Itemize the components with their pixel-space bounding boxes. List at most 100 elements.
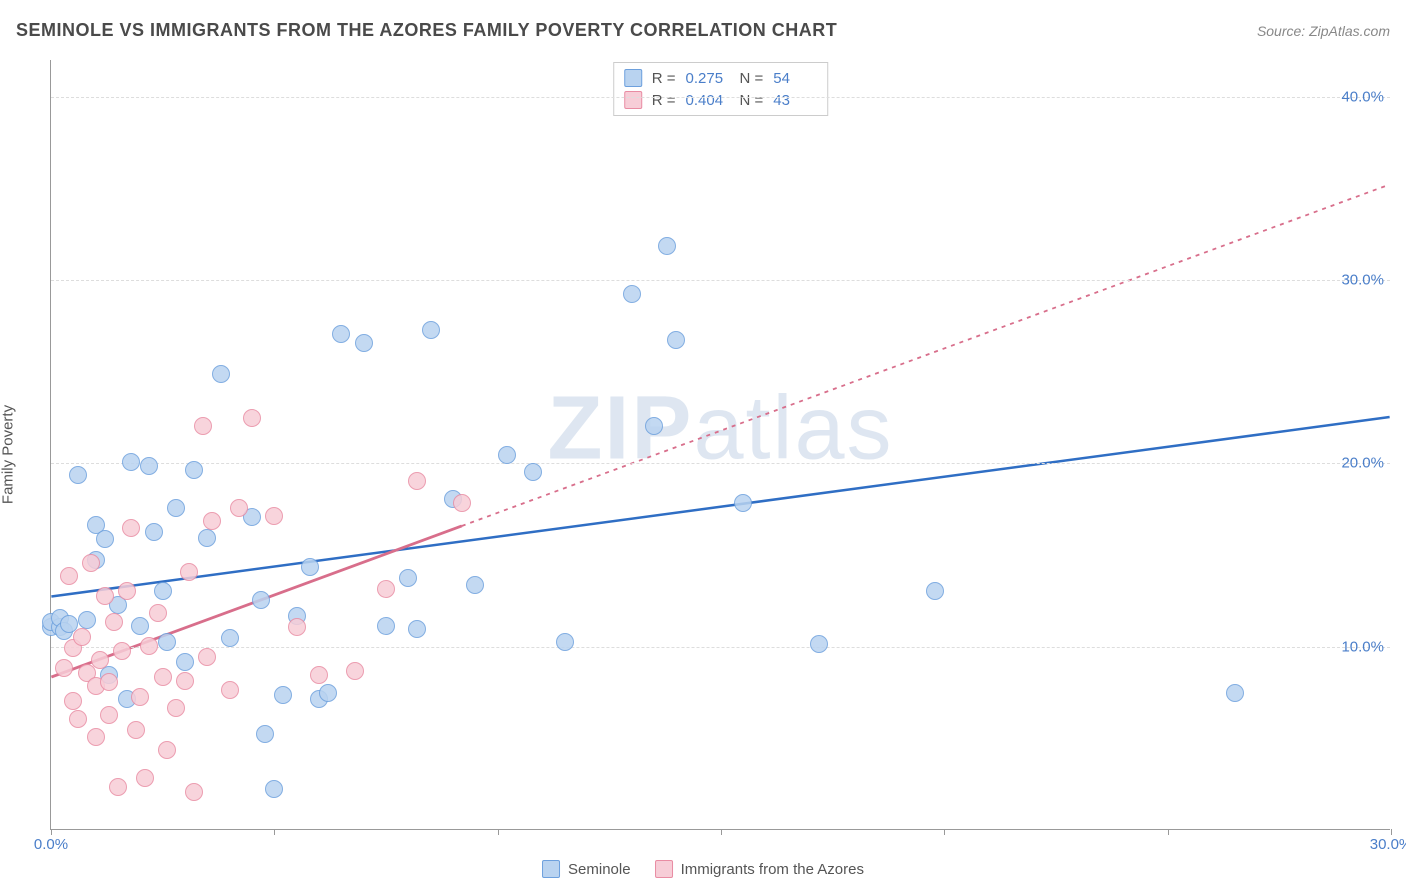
scatter-point-azores — [100, 673, 118, 691]
legend-swatch-icon — [542, 860, 560, 878]
scatter-point-azores — [96, 587, 114, 605]
scatter-point-azores — [167, 699, 185, 717]
scatter-point-seminole — [158, 633, 176, 651]
stats-legend-row-azores: R =0.404N =43 — [624, 89, 818, 111]
scatter-point-azores — [377, 580, 395, 598]
scatter-point-seminole — [1226, 684, 1244, 702]
scatter-point-azores — [100, 706, 118, 724]
scatter-point-seminole — [274, 686, 292, 704]
scatter-point-azores — [198, 648, 216, 666]
legend-swatch-icon — [655, 860, 673, 878]
scatter-point-azores — [127, 721, 145, 739]
scatter-point-azores — [113, 642, 131, 660]
scatter-point-seminole — [926, 582, 944, 600]
scatter-point-azores — [180, 563, 198, 581]
scatter-point-azores — [73, 628, 91, 646]
scatter-point-seminole — [176, 653, 194, 671]
scatter-point-seminole — [252, 591, 270, 609]
source-label: Source: ZipAtlas.com — [1257, 23, 1390, 39]
scatter-point-seminole — [198, 529, 216, 547]
stats-legend-row-seminole: R = 0.275 N = 54 — [624, 67, 818, 89]
scatter-point-azores — [310, 666, 328, 684]
scatter-point-azores — [87, 728, 105, 746]
scatter-point-seminole — [319, 684, 337, 702]
n-label: N = — [740, 92, 764, 109]
scatter-point-seminole — [332, 325, 350, 343]
scatter-point-azores — [265, 507, 283, 525]
n-value: 54 — [773, 70, 817, 87]
scatter-point-seminole — [422, 321, 440, 339]
scatter-point-azores — [122, 519, 140, 537]
x-tick-mark — [1391, 829, 1392, 835]
y-tick-label: 30.0% — [1341, 272, 1384, 289]
scatter-point-azores — [158, 741, 176, 759]
title-bar: SEMINOLE VS IMMIGRANTS FROM THE AZORES F… — [16, 20, 1390, 41]
scatter-point-seminole — [524, 463, 542, 481]
scatter-point-azores — [82, 554, 100, 572]
scatter-point-azores — [194, 417, 212, 435]
scatter-point-seminole — [355, 334, 373, 352]
x-tick-label: 30.0% — [1370, 836, 1406, 853]
scatter-point-seminole — [69, 466, 87, 484]
scatter-point-azores — [185, 783, 203, 801]
r-label: R = — [652, 70, 676, 87]
scatter-point-azores — [131, 688, 149, 706]
scatter-point-seminole — [498, 446, 516, 464]
r-value: 0.404 — [686, 92, 730, 109]
legend-swatch-icon — [624, 69, 642, 87]
scatter-point-azores — [154, 668, 172, 686]
y-tick-label: 10.0% — [1341, 638, 1384, 655]
scatter-point-azores — [176, 672, 194, 690]
r-value: 0.275 — [686, 70, 730, 87]
scatter-point-azores — [149, 604, 167, 622]
scatter-point-seminole — [301, 558, 319, 576]
scatter-point-seminole — [256, 725, 274, 743]
scatter-point-seminole — [131, 617, 149, 635]
n-label: N = — [740, 70, 764, 87]
scatter-point-seminole — [154, 582, 172, 600]
scatter-point-seminole — [185, 461, 203, 479]
scatter-point-azores — [346, 662, 364, 680]
scatter-point-seminole — [265, 780, 283, 798]
gridline-h — [51, 280, 1390, 281]
scatter-point-azores — [136, 769, 154, 787]
scatter-point-azores — [453, 494, 471, 512]
y-tick-label: 20.0% — [1341, 455, 1384, 472]
scatter-point-azores — [60, 567, 78, 585]
scatter-point-azores — [140, 637, 158, 655]
x-tick-mark — [274, 829, 275, 835]
y-axis-label: Family Poverty — [0, 405, 17, 504]
scatter-point-seminole — [167, 499, 185, 517]
scatter-point-seminole — [212, 365, 230, 383]
x-tick-mark — [498, 829, 499, 835]
scatter-point-seminole — [667, 331, 685, 349]
gridline-h — [51, 97, 1390, 98]
scatter-point-seminole — [145, 523, 163, 541]
x-tick-label: 0.0% — [34, 836, 68, 853]
series-legend: Seminole Immigrants from the Azores — [536, 858, 870, 880]
x-tick-mark — [1168, 829, 1169, 835]
scatter-point-seminole — [96, 530, 114, 548]
scatter-point-azores — [64, 692, 82, 710]
watermark: ZIPatlas — [547, 378, 893, 481]
x-tick-mark — [944, 829, 945, 835]
scatter-point-seminole — [658, 237, 676, 255]
scatter-point-azores — [408, 472, 426, 490]
legend-item-seminole: Seminole — [542, 860, 631, 878]
chart-title: SEMINOLE VS IMMIGRANTS FROM THE AZORES F… — [16, 20, 837, 41]
scatter-point-seminole — [140, 457, 158, 475]
scatter-point-azores — [55, 659, 73, 677]
scatter-point-azores — [105, 613, 123, 631]
scatter-point-seminole — [221, 629, 239, 647]
legend-label: Immigrants from the Azores — [681, 861, 864, 878]
scatter-point-azores — [243, 409, 261, 427]
legend-item-azores: Immigrants from the Azores — [655, 860, 864, 878]
x-tick-mark — [51, 829, 52, 835]
scatter-point-seminole — [556, 633, 574, 651]
scatter-point-seminole — [122, 453, 140, 471]
gridline-h — [51, 463, 1390, 464]
scatter-point-azores — [230, 499, 248, 517]
scatter-point-seminole — [408, 620, 426, 638]
scatter-point-seminole — [645, 417, 663, 435]
scatter-point-seminole — [466, 576, 484, 594]
